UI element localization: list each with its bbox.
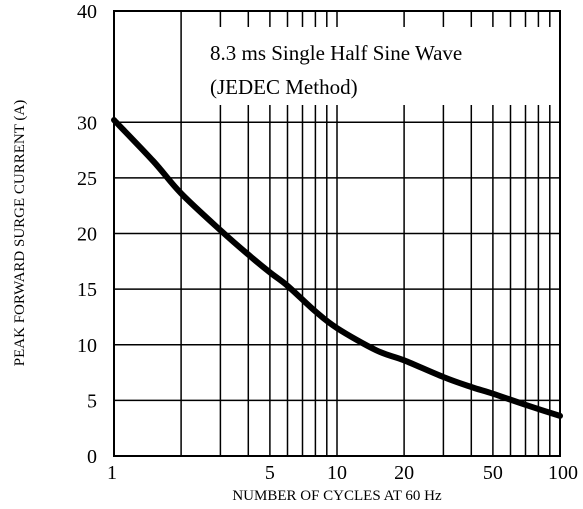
- y-tick-label: 40: [77, 1, 97, 23]
- x-axis-label: NUMBER OF CYCLES AT 60 Hz: [232, 488, 442, 504]
- surge-current-curve: [111, 117, 563, 419]
- x-tick-label: 1: [107, 462, 117, 484]
- x-tick-label: 5: [265, 462, 275, 484]
- annotation-background: [197, 27, 557, 105]
- annotation-box: 8.3 ms Single Half Sine Wave (JEDEC Meth…: [197, 27, 557, 105]
- x-tick-label: 10: [327, 462, 347, 484]
- annotation-line-2: (JEDEC Method): [210, 75, 358, 99]
- y-axis-label: PEAK FORWARD SURGE CURRENT (A): [12, 100, 28, 366]
- y-tick-label: 20: [77, 224, 97, 246]
- x-tick-label: 20: [394, 462, 414, 484]
- plot-frame: [113, 10, 561, 457]
- y-tick-label: 10: [77, 335, 97, 357]
- y-tick-label: 25: [77, 168, 97, 190]
- series-layer: [111, 117, 563, 419]
- y-tick-label: 5: [87, 390, 97, 412]
- y-tick-label: 15: [77, 279, 97, 301]
- x-tick-label: 50: [483, 462, 503, 484]
- x-tick-label: 100: [548, 462, 578, 484]
- annotation-line-1: 8.3 ms Single Half Sine Wave: [210, 41, 462, 65]
- y-tick-label: 0: [87, 446, 97, 468]
- y-tick-label: 30: [77, 112, 97, 134]
